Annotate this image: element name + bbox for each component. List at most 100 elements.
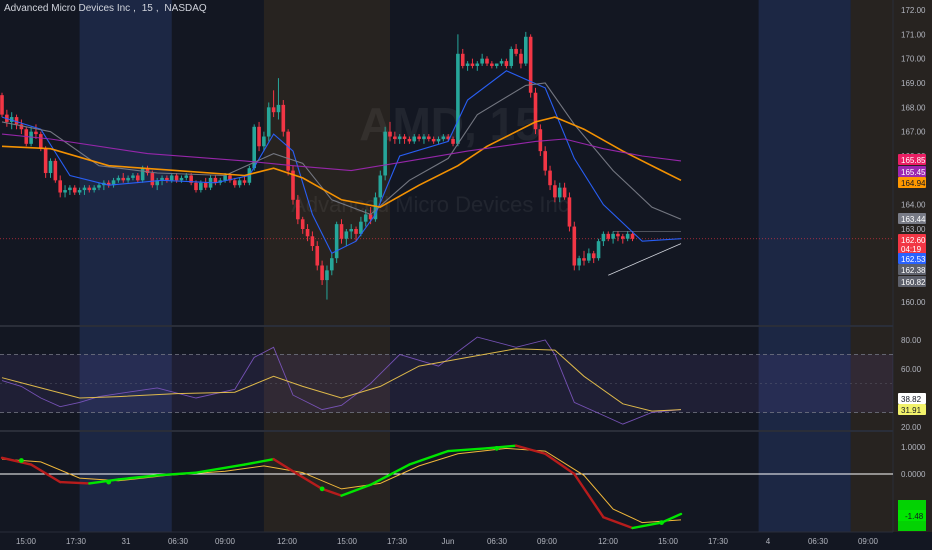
osc-main-segment [544,452,576,476]
time-tick-label: 12:00 [277,537,298,546]
osc-main-segment [320,487,343,497]
candle-body [533,92,538,130]
candle-body [179,177,184,181]
candle-body [228,175,232,181]
candle-body [291,170,295,200]
osc-main-segment [631,521,663,530]
candle-body [310,236,315,247]
candle-body [601,233,606,242]
candle-body [339,224,344,239]
candle-body [155,180,159,186]
candle-body [97,185,101,188]
candle-body [470,63,475,66]
price-label-bg [898,166,926,177]
rsi-label: 38.82 [901,395,922,404]
osc-label-bg [898,510,926,521]
time-tick-label: 4 [766,537,771,546]
osc-main-segment [243,457,275,466]
time-tick-label: 15:00 [658,537,679,546]
time-tick-label: 06:30 [168,537,189,546]
candle-body [325,270,329,281]
candle-body [625,233,630,239]
candle-body [34,131,38,135]
candle-body [315,246,320,266]
candle-body [199,182,203,191]
session-band-0 [79,0,172,532]
rsi-label: 31.91 [901,406,922,415]
candle-body [126,177,130,181]
symbol-name: Advanced Micro Devices Inc [4,3,131,14]
osc-main-segment [0,456,33,466]
candle-body [383,131,387,176]
candle-body [577,258,581,266]
price-tick-label: 164.00 [901,201,926,210]
candle-body [528,36,533,93]
candle-body [257,126,261,147]
osc-label: -1.48 [905,512,924,521]
time-tick-label: 09:00 [215,537,236,546]
ma-line-2 [1,116,682,208]
price-label-bg [898,243,926,254]
price-tick-label: 172.00 [901,6,926,15]
candle-body [63,190,67,193]
candles [0,31,635,300]
osc-cross-dot [494,445,500,451]
price-tick-label: 160.00 [901,298,926,307]
rsi-tick-label: 60.00 [901,365,922,374]
candle-body [296,199,300,220]
candle-body [616,233,620,237]
price-tick-label: 168.00 [901,103,926,112]
candle-body [344,231,349,239]
candle-body [543,151,547,171]
candle-body [553,185,557,198]
candle-body [223,175,227,181]
candle-body [402,136,407,139]
candle-body [300,219,305,229]
price-label-bg [898,213,926,224]
price-tick-label: 170.00 [901,55,926,64]
time-tick-label: 31 [122,537,131,546]
price-tick-label: 167.00 [901,128,926,137]
candle-body [591,253,596,259]
time-tick-label: Jun [442,537,455,546]
candle-body [213,177,218,183]
candle-body [165,177,169,181]
rsi-label-bg [898,393,926,404]
osc-cross-dot [19,458,24,463]
candle-body [417,136,421,139]
exchange-label: NASDAQ [164,3,207,14]
candle-body [509,48,514,66]
candle-body [422,136,426,139]
osc-main-segment [194,463,246,474]
osc-label-bg-top [898,500,926,510]
rsi-label-bg [898,404,926,415]
candle-body [490,63,494,66]
candle-body [446,136,450,139]
candle-body [48,160,53,174]
candle-body [427,136,431,139]
rsi-tick-label: 80.00 [901,336,922,345]
candle-body [519,53,523,64]
time-tick-label: 09:00 [858,537,879,546]
osc-main-segment [447,447,489,453]
candle-body [286,131,290,171]
candle-body [68,187,72,191]
candle-body [354,229,358,234]
price-label-bg [898,154,926,165]
osc-main-segment [272,457,295,473]
candle-body [189,175,193,183]
candle-body [630,233,635,239]
candle-body [160,177,164,181]
price-label: 160.82 [901,278,926,287]
candle-body [499,61,504,64]
candle-body [320,265,324,281]
candle-body [72,187,77,193]
time-tick-label: 06:30 [487,537,508,546]
osc-main-segment [514,444,547,455]
candle-body [494,63,499,66]
candle-body [150,173,155,186]
candle-body [548,170,552,186]
candle-body [606,233,611,239]
osc-main-segment [29,463,62,484]
